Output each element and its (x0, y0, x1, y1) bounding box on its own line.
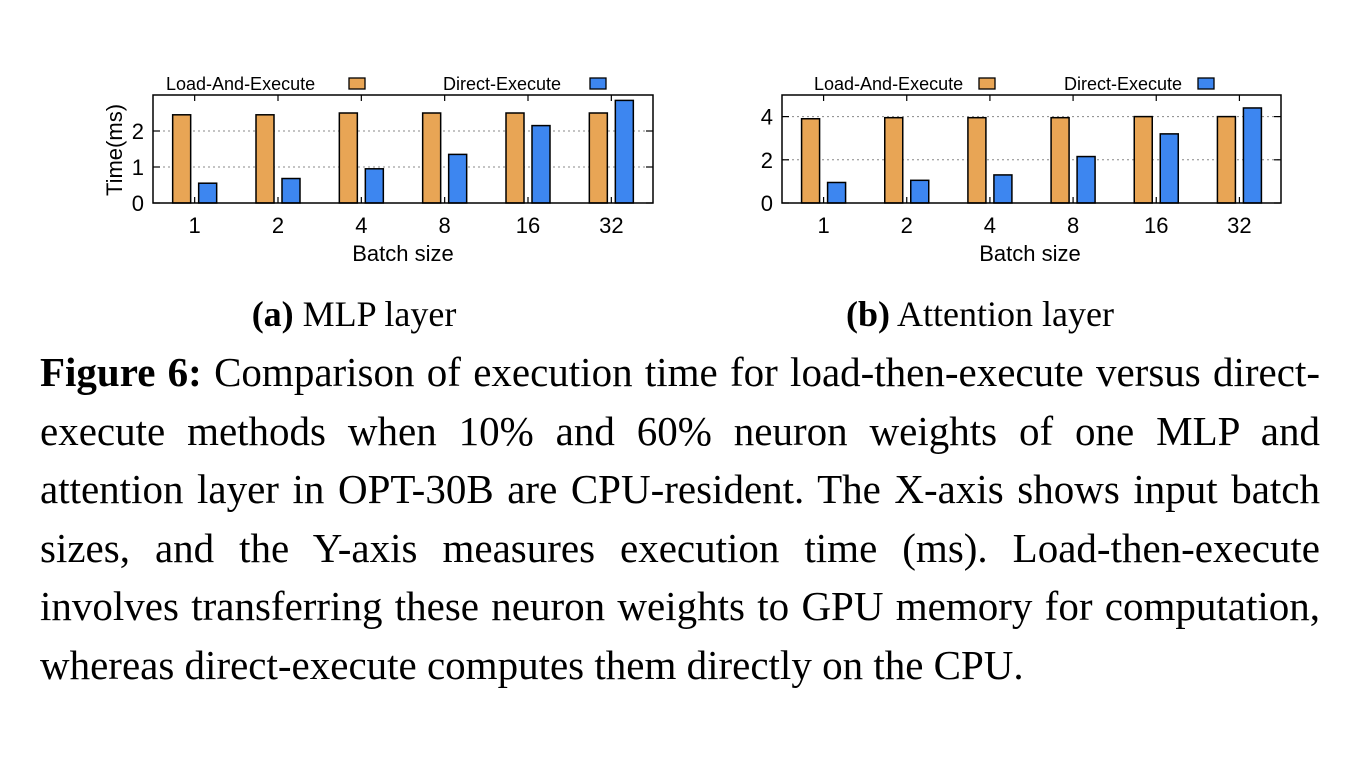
x-tick-label: 2 (272, 213, 284, 238)
legend-label: Direct-Execute (443, 74, 561, 94)
figure-caption: Figure 6: Comparison of execution time f… (40, 343, 1320, 694)
x-tick-label: 2 (901, 213, 913, 238)
bar-load-and-execute-4 (338, 112, 359, 204)
bar-direct-execute-32 (614, 99, 635, 204)
x-tick-label: 32 (1227, 213, 1251, 238)
legend-swatch (589, 77, 607, 90)
caption-label: Figure 6: (40, 349, 202, 395)
bar-direct-execute-1 (197, 182, 218, 204)
plot-frame (152, 94, 654, 204)
bar-direct-execute-32 (1242, 107, 1263, 204)
legend-label: Load-And-Execute (166, 74, 315, 94)
bar-load-and-execute-16 (505, 112, 525, 204)
bar-load-and-execute-8 (1050, 116, 1070, 204)
x-tick-label: 4 (355, 213, 367, 238)
x-tick-label: 1 (817, 213, 829, 238)
bar-direct-execute-8 (447, 153, 468, 204)
bar-direct-execute-4 (993, 174, 1013, 204)
bar-load-and-execute-16 (1133, 115, 1153, 204)
subcaption-text: MLP layer (294, 294, 457, 334)
x-tick-label: 8 (1067, 213, 1079, 238)
caption-text: Comparison of execution time for load-th… (40, 349, 1320, 688)
bar-load-and-execute-1 (800, 118, 821, 204)
bar-direct-execute-2 (910, 179, 930, 204)
y-tick-label: 0 (761, 191, 773, 216)
y-tick-label: 4 (761, 105, 773, 130)
y-tick-label: 1 (132, 155, 144, 180)
x-tick-label: 16 (1144, 213, 1168, 238)
subcaption: (b) Attention layer (846, 294, 1114, 334)
legend-swatch (348, 77, 366, 90)
legend-label: Direct-Execute (1064, 74, 1182, 94)
subcaption-label: (b) (846, 294, 890, 334)
legend-swatch (1197, 77, 1215, 90)
bar-load-and-execute-8 (421, 112, 442, 204)
bar-load-and-execute-32 (588, 112, 609, 204)
bar-load-and-execute-4 (967, 116, 987, 204)
y-tick-label: 0 (132, 191, 144, 216)
x-tick-label: 16 (516, 213, 540, 238)
subcaption: (a) MLP layer (252, 294, 457, 334)
bar-direct-execute-1 (826, 181, 847, 204)
chart-mlp-layer: 0 1 2 1 2 4 8 16 32 Batch size Time(ms) Load-And-Ex… (102, 74, 654, 334)
legend-label: Load-And-Execute (814, 74, 963, 94)
y-tick-label: 2 (132, 119, 144, 144)
bar-direct-execute-8 (1076, 155, 1096, 204)
x-tick-label: 8 (439, 213, 451, 238)
plot-frame (781, 94, 1282, 204)
bar-load-and-execute-1 (171, 114, 192, 204)
x-axis-label: Batch size (352, 241, 454, 266)
bar-direct-execute-16 (1159, 133, 1179, 204)
y-axis-label: Time(ms) (102, 104, 127, 196)
subcaption-label: (a) (252, 294, 294, 334)
chart-attention-layer: 0 2 4 1 2 4 8 16 32 Batch size Load-And-Execute Dir… (761, 74, 1282, 334)
x-tick-label: 1 (189, 213, 201, 238)
x-tick-label: 32 (599, 213, 623, 238)
x-axis-label: Batch size (979, 241, 1081, 266)
x-tick-label: 4 (984, 213, 996, 238)
bar-load-and-execute-2 (884, 116, 904, 204)
bar-direct-execute-4 (364, 168, 385, 204)
bar-direct-execute-2 (281, 177, 301, 204)
bar-load-and-execute-32 (1216, 115, 1237, 204)
bar-load-and-execute-2 (255, 114, 275, 204)
subcaption-text: Attention layer (890, 294, 1114, 334)
legend-swatch (978, 77, 996, 90)
y-tick-label: 2 (761, 148, 773, 173)
bar-direct-execute-16 (531, 124, 551, 204)
